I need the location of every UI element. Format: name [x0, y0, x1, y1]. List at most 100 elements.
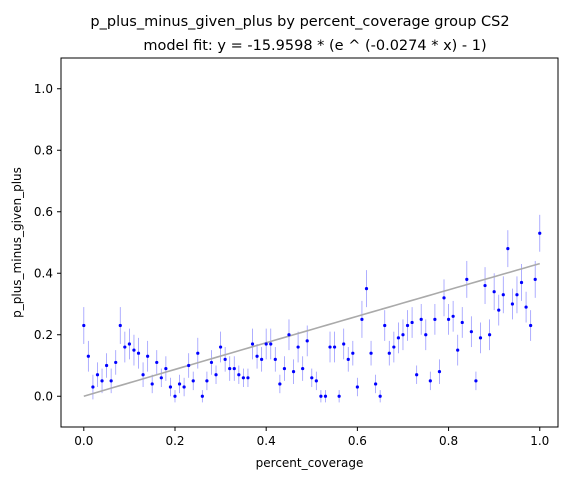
- data-point-78: [437, 370, 442, 374]
- x-tick-label-0: 0.0: [74, 434, 93, 448]
- data-point-82: [456, 348, 460, 352]
- data-point-99: [533, 277, 537, 281]
- data-point-67: [387, 351, 391, 355]
- data-point-63: [369, 351, 373, 355]
- data-point-47: [296, 345, 300, 349]
- x-tick-label-5: 1.0: [530, 434, 549, 448]
- data-point-81: [451, 314, 455, 318]
- data-point-51: [314, 379, 318, 383]
- data-point-72: [410, 320, 414, 325]
- data-point-37: [250, 342, 255, 346]
- data-point-71: [405, 323, 410, 328]
- data-point-22: [182, 385, 186, 389]
- data-point-4: [100, 379, 104, 383]
- data-point-36: [246, 376, 250, 380]
- data-point-69: [396, 336, 401, 340]
- data-point-35: [241, 376, 245, 380]
- data-point-97: [524, 305, 528, 309]
- data-point-79: [442, 296, 446, 300]
- data-point-2: [91, 385, 95, 389]
- data-point-90: [492, 290, 496, 294]
- data-point-17: [159, 376, 163, 380]
- data-point-94: [510, 302, 515, 306]
- y-axis-label: p_plus_minus_given_plus: [10, 167, 24, 318]
- data-point-92: [501, 293, 505, 297]
- data-point-75: [424, 333, 428, 337]
- data-point-32: [228, 366, 232, 371]
- data-point-98: [529, 323, 533, 328]
- data-point-33: [232, 366, 236, 371]
- data-point-70: [401, 333, 405, 337]
- chart-title: p_plus_minus_given_plus by percent_cover…: [90, 14, 509, 30]
- data-point-45: [287, 333, 291, 337]
- data-point-56: [337, 394, 341, 398]
- data-point-66: [383, 323, 387, 328]
- data-point-3: [95, 373, 100, 377]
- data-point-83: [460, 320, 464, 325]
- data-point-24: [191, 379, 195, 383]
- error-bars: [83, 214, 541, 403]
- data-point-58: [346, 357, 350, 361]
- data-point-38: [255, 354, 259, 358]
- data-point-86: [474, 379, 478, 383]
- data-point-100: [538, 231, 542, 235]
- data-point-29: [214, 373, 218, 377]
- data-point-55: [332, 345, 337, 349]
- data-point-59: [351, 351, 355, 355]
- data-point-62: [364, 287, 369, 291]
- data-point-15: [150, 382, 154, 386]
- data-point-11: [132, 348, 136, 352]
- x-tick-label-1: 0.2: [165, 434, 184, 448]
- data-point-26: [200, 394, 204, 398]
- y-tick-label-5: 1.0: [34, 82, 53, 96]
- data-point-30: [218, 345, 223, 349]
- data-point-0: [82, 323, 86, 328]
- x-axis: 0.0 0.2 0.4 0.6 0.8 1.0: [74, 427, 549, 448]
- data-point-13: [141, 373, 145, 377]
- data-point-50: [310, 376, 314, 380]
- data-point-73: [415, 373, 419, 377]
- data-point-16: [155, 360, 159, 365]
- data-point-25: [196, 351, 200, 355]
- data-point-34: [237, 373, 241, 377]
- fit-line: [83, 262, 540, 398]
- data-point-12: [136, 351, 141, 355]
- data-point-6: [109, 379, 113, 383]
- data-point-27: [205, 379, 209, 383]
- data-point-91: [497, 308, 501, 312]
- data-point-77: [433, 317, 437, 321]
- data-point-85: [469, 330, 473, 334]
- data-point-31: [223, 357, 227, 361]
- y-tick-label-0: 0.0: [34, 389, 53, 403]
- data-point-44: [282, 366, 287, 371]
- y-tick-label-3: 0.6: [34, 205, 53, 219]
- data-point-76: [428, 379, 432, 383]
- data-point-54: [328, 345, 332, 349]
- data-point-60: [355, 385, 359, 389]
- x-axis-label: percent_coverage: [256, 456, 364, 470]
- data-point-96: [519, 280, 524, 285]
- data-point-7: [114, 360, 118, 365]
- data-point-10: [127, 342, 131, 346]
- data-point-68: [392, 345, 396, 349]
- data-point-89: [488, 333, 492, 337]
- data-point-74: [419, 317, 423, 321]
- data-point-42: [273, 357, 277, 361]
- data-point-20: [173, 394, 177, 398]
- data-point-40: [264, 342, 268, 346]
- y-tick-label-1: 0.2: [34, 328, 53, 342]
- data-point-49: [305, 339, 309, 343]
- data-point-39: [260, 357, 264, 361]
- y-axis: 0.0 0.2 0.4 0.6 0.8 1.0: [34, 82, 61, 403]
- data-points: [82, 231, 542, 398]
- y-tick-label-4: 0.8: [34, 143, 53, 157]
- chart-subtitle: model fit: y = -15.9598 * (e ^ (-0.0274 …: [143, 38, 486, 54]
- x-tick-label-2: 0.4: [257, 434, 276, 448]
- data-point-5: [104, 363, 109, 368]
- y-tick-label-2: 0.4: [34, 266, 53, 280]
- data-point-8: [118, 323, 122, 328]
- data-point-65: [378, 394, 382, 398]
- data-point-88: [483, 283, 487, 288]
- data-point-14: [146, 354, 150, 358]
